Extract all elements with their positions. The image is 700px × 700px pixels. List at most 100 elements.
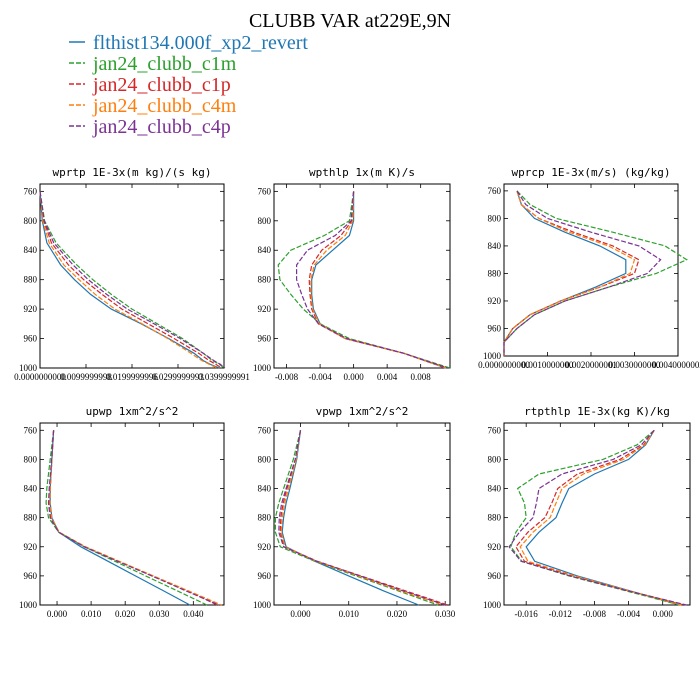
x-tick-label: 0.0099999998 [60,372,112,382]
x-tick-label: -0.004 [308,372,332,382]
x-tick-label: 0.0010000000 [522,360,574,370]
series-line [39,191,223,369]
panel-title: upwp 1xm^2/s^2 [86,405,179,418]
y-tick-label: 1000 [483,351,502,361]
series-line [274,430,439,606]
y-tick-label: 920 [24,304,38,314]
x-tick-label: 0.020 [115,609,136,619]
legend-item: jan24_clubb_c4m [69,95,237,117]
x-tick-label: 0.010 [81,609,102,619]
y-tick-label: 760 [258,425,272,435]
y-tick-label: 880 [24,275,38,285]
y-tick-label: 920 [488,296,502,306]
x-tick-label: 0.030 [149,609,170,619]
series-line [39,191,226,369]
y-tick-label: 880 [488,513,502,523]
x-tick-label: 0.000 [290,609,311,619]
series-line [308,191,446,369]
y-tick-label: 920 [258,304,272,314]
y-tick-label: 760 [24,425,38,435]
y-tick-label: 960 [24,571,38,581]
series-line [296,191,448,369]
y-tick-label: 840 [24,484,38,494]
y-tick-label: 800 [488,213,502,223]
legend-label: jan24_clubb_c1m [92,53,237,75]
y-tick-label: 920 [258,542,272,552]
plot-frame [39,183,225,369]
x-tick-label: 0.0299999993 [152,372,204,382]
y-tick-label: 800 [258,454,272,464]
y-tick-label: 960 [258,571,272,581]
y-tick-label: 840 [488,241,502,251]
y-tick-label: 920 [24,542,38,552]
x-tick-label: 0.020 [387,609,408,619]
chart-panel: wprtp 1E-3x(m kg)/(s kg) 760 800 840 880 920 9… [14,166,250,382]
series-line [510,429,680,606]
legend-label: jan24_clubb_c4m [92,95,237,117]
y-tick-label: 880 [258,513,272,523]
y-tick-label: 760 [488,425,502,435]
y-tick-label: 840 [258,484,272,494]
panel-title: wprtp 1E-3x(m kg)/(s kg) [53,166,212,179]
chart-panel: wprcp 1E-3x(m/s) (kg/kg) 760 800 840 880 920 9… [478,166,700,370]
y-tick-label: 880 [258,275,272,285]
series-line [519,429,682,606]
series-line [47,430,220,606]
y-tick-label: 960 [488,571,502,581]
y-tick-label: 800 [258,216,272,226]
x-tick-label: 0.008 [411,372,432,382]
series-line [503,190,627,356]
chart-panel: rtpthlp 1E-3x(kg K)/kg 760 800 840 880 920 960… [483,405,691,619]
series-line [281,430,419,606]
series-line [277,191,451,369]
y-tick-label: 1000 [253,363,272,373]
legend-label: jan24_clubb_c4p [92,116,231,138]
series-line [39,191,225,369]
x-tick-label: 0.004 [377,372,398,382]
legend-item: jan24_clubb_c1p [69,74,231,96]
series-line [48,430,218,606]
x-tick-label: 0.000 [47,609,68,619]
y-tick-label: 800 [488,454,502,464]
series-line [525,429,680,606]
y-tick-label: 840 [488,484,502,494]
series-line [49,430,191,606]
series-line [503,190,636,356]
figure-title: CLUBB VAR at229E,9N [249,10,451,32]
chart-panel: wpthlp 1x(m K)/s7608008408809209601000-0… [253,166,451,382]
x-tick-label: 0.040 [183,609,204,619]
x-tick-label: -0.004 [617,609,641,619]
series-line [503,190,662,356]
y-tick-label: 960 [488,323,502,333]
x-tick-label: 0.0030000000 [609,360,661,370]
y-tick-label: 1000 [19,363,38,373]
series-line [39,191,218,369]
y-tick-label: 880 [488,268,502,278]
x-tick-label: -0.012 [549,609,572,619]
x-tick-label: 0.0000000000 [14,372,66,382]
y-tick-label: 920 [488,542,502,552]
panel-title: vpwp 1xm^2/s^2 [316,405,409,418]
x-tick-label: -0.008 [275,372,299,382]
plot-frame [39,422,225,606]
series-line [503,190,688,356]
series-line [39,191,220,369]
chart-panels: wprtp 1E-3x(m kg)/(s kg) 760 800 840 880 920 9… [14,166,700,619]
series-line [49,430,222,606]
series-line [45,430,208,606]
chart-panel: upwp 1xm^2/s^2 760 800 840 880 920 960 1000 0.00… [19,405,225,619]
x-tick-label: 0.000 [653,609,674,619]
x-tick-label: 0.000 [343,372,364,382]
series-line [515,429,685,606]
series-line [310,191,446,369]
panel-title: rtpthlp 1E-3x(kg K)/kg [524,405,670,418]
y-tick-label: 760 [488,186,502,196]
plot-frame [503,422,691,606]
legend-item: jan24_clubb_c4p [69,116,231,138]
x-tick-label: 0.0399999991 [198,372,250,382]
y-tick-label: 1000 [253,600,272,610]
y-tick-label: 1000 [19,600,38,610]
plot-frame [273,422,451,606]
y-tick-label: 880 [24,513,38,523]
